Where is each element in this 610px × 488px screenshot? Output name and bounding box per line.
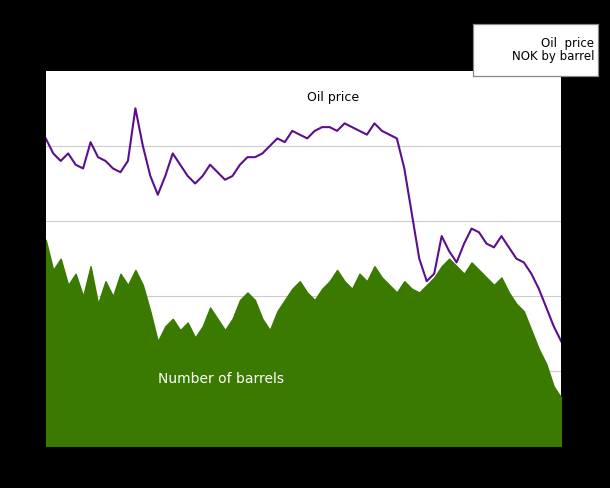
Text: Oil  price: Oil price [541,37,594,50]
Text: Oil price: Oil price [307,91,359,104]
Text: Number of barrels: Number of barrels [158,372,284,386]
Text: NOK by barrel: NOK by barrel [512,50,594,63]
